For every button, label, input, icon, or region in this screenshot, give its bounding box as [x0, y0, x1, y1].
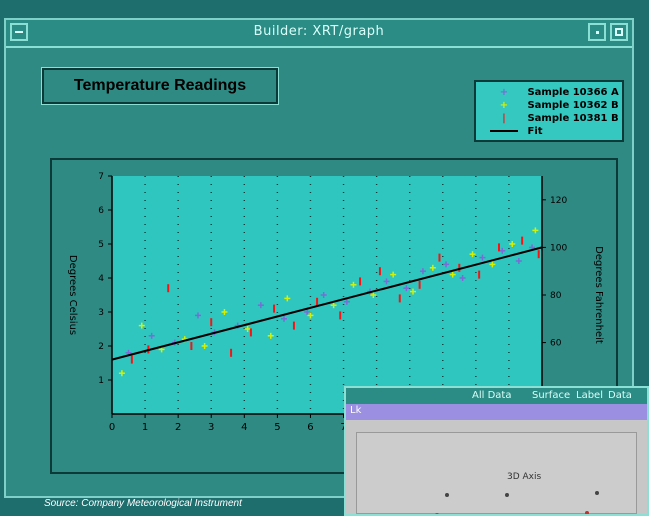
legend-item-a: + Sample 10366 A: [484, 86, 619, 100]
x-tick-label: 0: [109, 422, 115, 433]
subwindow-point: [585, 511, 589, 514]
fit-line: [111, 246, 543, 361]
subwindow-point: [445, 493, 449, 497]
legend-marker-a: +: [499, 87, 509, 98]
subwindow-point: [435, 513, 439, 514]
y-tick-label: 7: [98, 172, 104, 182]
minimize-button[interactable]: [588, 23, 606, 41]
subwindow-point: [505, 493, 509, 497]
x-tick-label: 2: [175, 422, 181, 433]
menu-all-data[interactable]: All Data: [472, 390, 512, 401]
legend-label-a: Sample 10366 A: [527, 87, 619, 98]
maximize-button[interactable]: [610, 23, 628, 41]
y-tick-label: 2: [98, 342, 104, 352]
x-tick-label: 7: [340, 422, 346, 433]
subwindow-menubar: All Data Surface Label Data: [346, 388, 647, 404]
legend-item-fit: Fit: [484, 125, 543, 139]
legend-label-b: Sample 10362 B: [527, 100, 619, 111]
subwindow-titlebar[interactable]: Lk: [346, 404, 647, 420]
surface-subwindow: All Data Surface Label Data Lk 3D Axis: [344, 386, 649, 516]
y-tick-label: 1: [98, 376, 104, 386]
menu-data[interactable]: Data: [608, 390, 632, 401]
x-tick-label: 4: [241, 422, 247, 433]
legend-label-fit: Fit: [527, 126, 543, 137]
menu-label[interactable]: Label: [576, 390, 603, 401]
subwindow-3d-plot: 3D Axis: [435, 472, 599, 514]
source-note: Source: Company Meteorological Instrumen…: [44, 498, 242, 509]
legend-marker-b: +: [499, 100, 509, 111]
chart-title: Temperature Readings: [41, 67, 279, 105]
x-tick-label: 1: [142, 422, 148, 433]
x-tick-label: 5: [274, 422, 280, 433]
x-tick-label: 3: [208, 422, 214, 433]
y2-tick-label: 100: [550, 243, 567, 253]
legend-item-c: | Sample 10381 B: [484, 112, 619, 126]
x-tick-label: 6: [307, 422, 313, 433]
y-axis-label: Degrees Celsius: [67, 255, 78, 335]
subwindow-canvas: 3D Axis: [356, 432, 637, 514]
y2-tick-label: 60: [550, 339, 562, 349]
legend-item-b: + Sample 10362 B: [484, 99, 619, 113]
menu-surface[interactable]: Surface: [532, 390, 571, 401]
y-tick-label: 3: [98, 308, 104, 318]
y-tick-label: 5: [98, 240, 104, 250]
y2-tick-label: 80: [550, 291, 562, 301]
window-title: Builder: XRT/graph: [253, 24, 385, 39]
chart-legend: + Sample 10366 A + Sample 10362 B | Samp…: [474, 80, 624, 142]
legend-marker-c: |: [502, 113, 506, 124]
window-menu-button[interactable]: [10, 23, 28, 41]
y2-axis-label: Degrees Fahrenheit: [593, 246, 604, 344]
subwindow-title: Lk: [350, 405, 362, 416]
y-tick-label: 4: [98, 274, 104, 284]
legend-label-c: Sample 10381 B: [527, 113, 619, 124]
subwindow-axis-label: 3D Axis: [507, 472, 542, 482]
plot-area: [112, 176, 542, 414]
subwindow-point: [595, 491, 599, 495]
window-titlebar[interactable]: Builder: XRT/graph: [6, 20, 632, 48]
legend-marker-fit: [490, 130, 518, 132]
y2-tick-label: 120: [550, 196, 567, 206]
y-tick-label: 6: [98, 206, 104, 216]
